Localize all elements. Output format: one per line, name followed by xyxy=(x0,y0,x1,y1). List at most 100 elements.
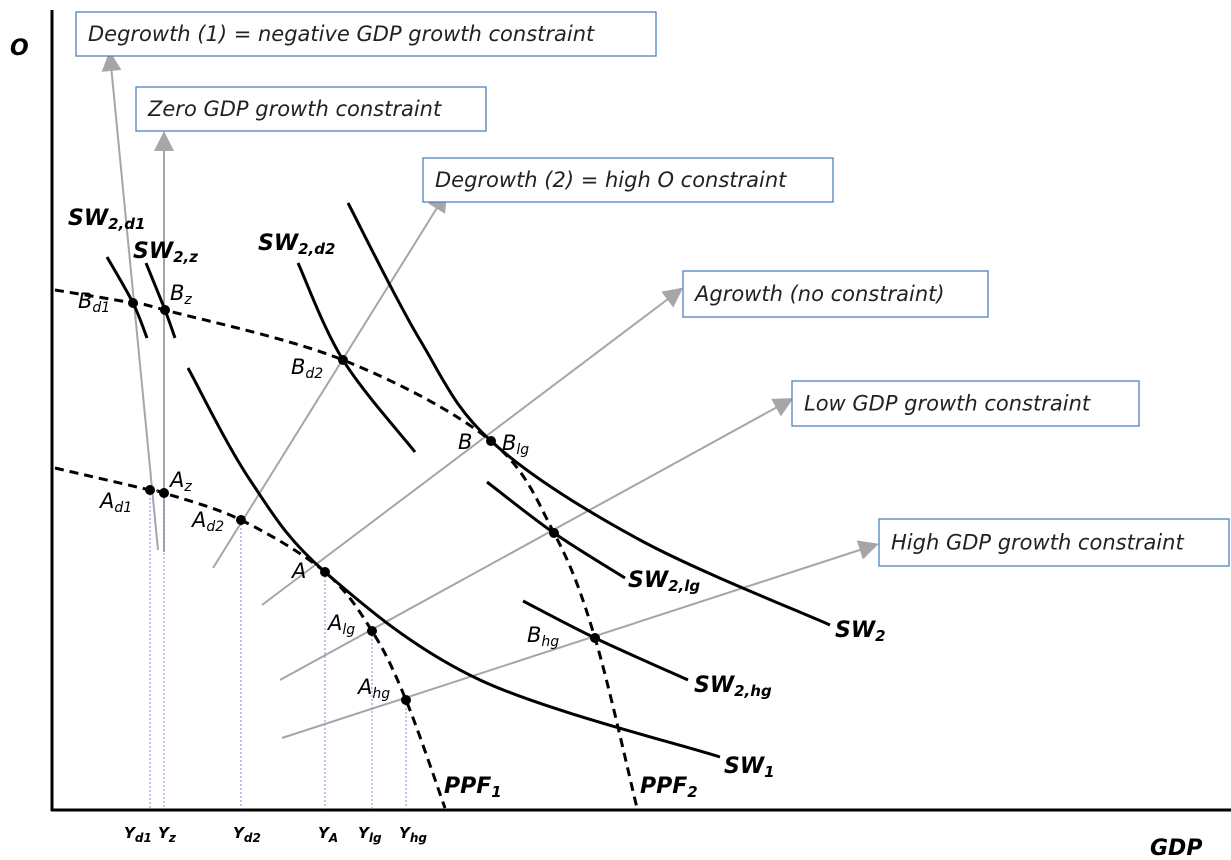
y-axis-label: O xyxy=(10,36,29,61)
point-label: B xyxy=(458,430,472,454)
ray xyxy=(281,540,879,739)
curve-label: PPF1 xyxy=(444,774,502,801)
curve-label-sub: 1 xyxy=(764,763,774,781)
point-label: Bhg xyxy=(527,623,559,650)
curve-label-main: SW xyxy=(133,239,175,264)
point-label-main: B xyxy=(527,623,541,647)
curve-label: SW2,d2 xyxy=(258,231,335,258)
curve-label-sub: 2,z xyxy=(173,248,198,266)
x-tick-label: Yz xyxy=(158,824,177,845)
point-label-main: A xyxy=(190,508,206,532)
constraint-label: Degrowth (1) = negative GDP growth const… xyxy=(88,22,595,46)
constraint-label: Agrowth (no constraint) xyxy=(693,282,945,306)
x-tick-label: Yd2 xyxy=(233,824,261,845)
point-label: Bd2 xyxy=(291,355,323,382)
point-label-main: B xyxy=(458,430,472,454)
curve-label: SW2,lg xyxy=(628,568,700,595)
x-axis-label: GDP xyxy=(1150,836,1202,860)
curve-label: SW2,d1 xyxy=(68,206,145,233)
point-label-main: A xyxy=(168,468,184,492)
point-label-sub: d1 xyxy=(92,300,110,316)
point-label: Blg xyxy=(502,431,529,458)
x-tick-label: Yhg xyxy=(399,824,427,845)
curve-label: SW2 xyxy=(835,618,886,645)
curve-label-sub: 1 xyxy=(491,783,501,801)
curve-label: SW1 xyxy=(724,754,775,781)
curve-label: SW2,hg xyxy=(694,673,772,700)
constraint-label: Zero GDP growth constraint xyxy=(147,97,442,121)
curve-label-main: SW xyxy=(694,673,736,698)
curve-label-main: SW xyxy=(835,618,877,643)
x-tick-label-main: Y xyxy=(318,824,331,842)
constraint-box xyxy=(791,380,1140,427)
point-label-sub: z xyxy=(183,292,192,308)
point-label-main: A xyxy=(326,611,342,635)
curve-label: PPF2 xyxy=(640,774,698,801)
curve-label-sub: 2,d2 xyxy=(298,240,335,258)
x-tick-label-sub: z xyxy=(168,831,177,845)
point xyxy=(338,355,348,365)
point xyxy=(320,567,330,577)
point-label-sub: hg xyxy=(541,634,559,650)
ray xyxy=(212,191,448,569)
constraint-label: Low GDP growth constraint xyxy=(804,392,1091,416)
curve-label-main: PPF xyxy=(640,774,687,799)
constraint-box xyxy=(682,270,989,318)
constraint-box xyxy=(422,157,834,203)
curve-label-main: SW xyxy=(628,568,670,593)
point-label: A xyxy=(290,559,306,583)
curve-label: SW2,z xyxy=(133,239,198,266)
constraint-label: Degrowth (2) = high O constraint xyxy=(435,168,787,192)
point xyxy=(128,298,138,308)
x-tick-label-sub: A xyxy=(328,831,338,845)
curve-label-sub: 2 xyxy=(687,783,697,801)
point xyxy=(160,305,170,315)
point-label-sub: lg xyxy=(342,622,355,638)
point-label-main: B xyxy=(502,431,516,455)
x-tick-label-sub: lg xyxy=(369,831,382,845)
point-label-sub: d2 xyxy=(305,366,323,382)
point xyxy=(236,515,246,525)
point-label-main: B xyxy=(78,289,92,313)
curve-label-sub: 2 xyxy=(875,627,885,645)
point-label: Ad1 xyxy=(98,489,132,516)
x-tick-label-main: Y xyxy=(399,824,412,842)
x-tick-label-main: Y xyxy=(358,824,371,842)
point-label: Bd1 xyxy=(78,289,110,316)
point xyxy=(367,626,377,636)
curve-label-sub: 2,hg xyxy=(734,682,772,700)
ray xyxy=(279,398,794,681)
x-tick-label: Yd1 xyxy=(124,824,152,845)
point-label: Bz xyxy=(170,281,192,308)
ppf-2 xyxy=(54,288,639,809)
point xyxy=(486,436,496,446)
point-label-sub: lg xyxy=(516,442,529,458)
constraint-box xyxy=(878,518,1230,567)
constraint-label: High GDP growth constraint xyxy=(891,531,1184,555)
point-label-main: B xyxy=(170,281,184,305)
point-label-sub: hg xyxy=(372,686,390,702)
x-tick-label-main: Y xyxy=(158,824,171,842)
ppf-1 xyxy=(54,466,447,809)
x-tick-label-sub: hg xyxy=(410,831,428,845)
point-label-main: A xyxy=(98,489,114,513)
x-tick-label-sub: d1 xyxy=(135,831,152,845)
curve-label-sub: 2,d1 xyxy=(108,215,145,233)
x-tick-label-main: Y xyxy=(124,824,137,842)
point xyxy=(549,528,559,538)
x-tick-label-main: Y xyxy=(233,824,246,842)
point-label-main: B xyxy=(291,355,305,379)
point-label-main: A xyxy=(356,675,372,699)
x-tick-label: YA xyxy=(318,824,338,845)
indifference-curve xyxy=(296,262,417,453)
point-label-sub: z xyxy=(183,479,192,495)
point-label-sub: d1 xyxy=(114,500,132,516)
indifference-curve xyxy=(346,202,831,627)
point xyxy=(145,485,155,495)
curve-label-main: PPF xyxy=(444,774,491,799)
x-tick-label: Ylg xyxy=(358,824,382,845)
point-label: Alg xyxy=(326,611,355,638)
indifference-curve xyxy=(186,367,721,759)
ray xyxy=(261,287,684,606)
